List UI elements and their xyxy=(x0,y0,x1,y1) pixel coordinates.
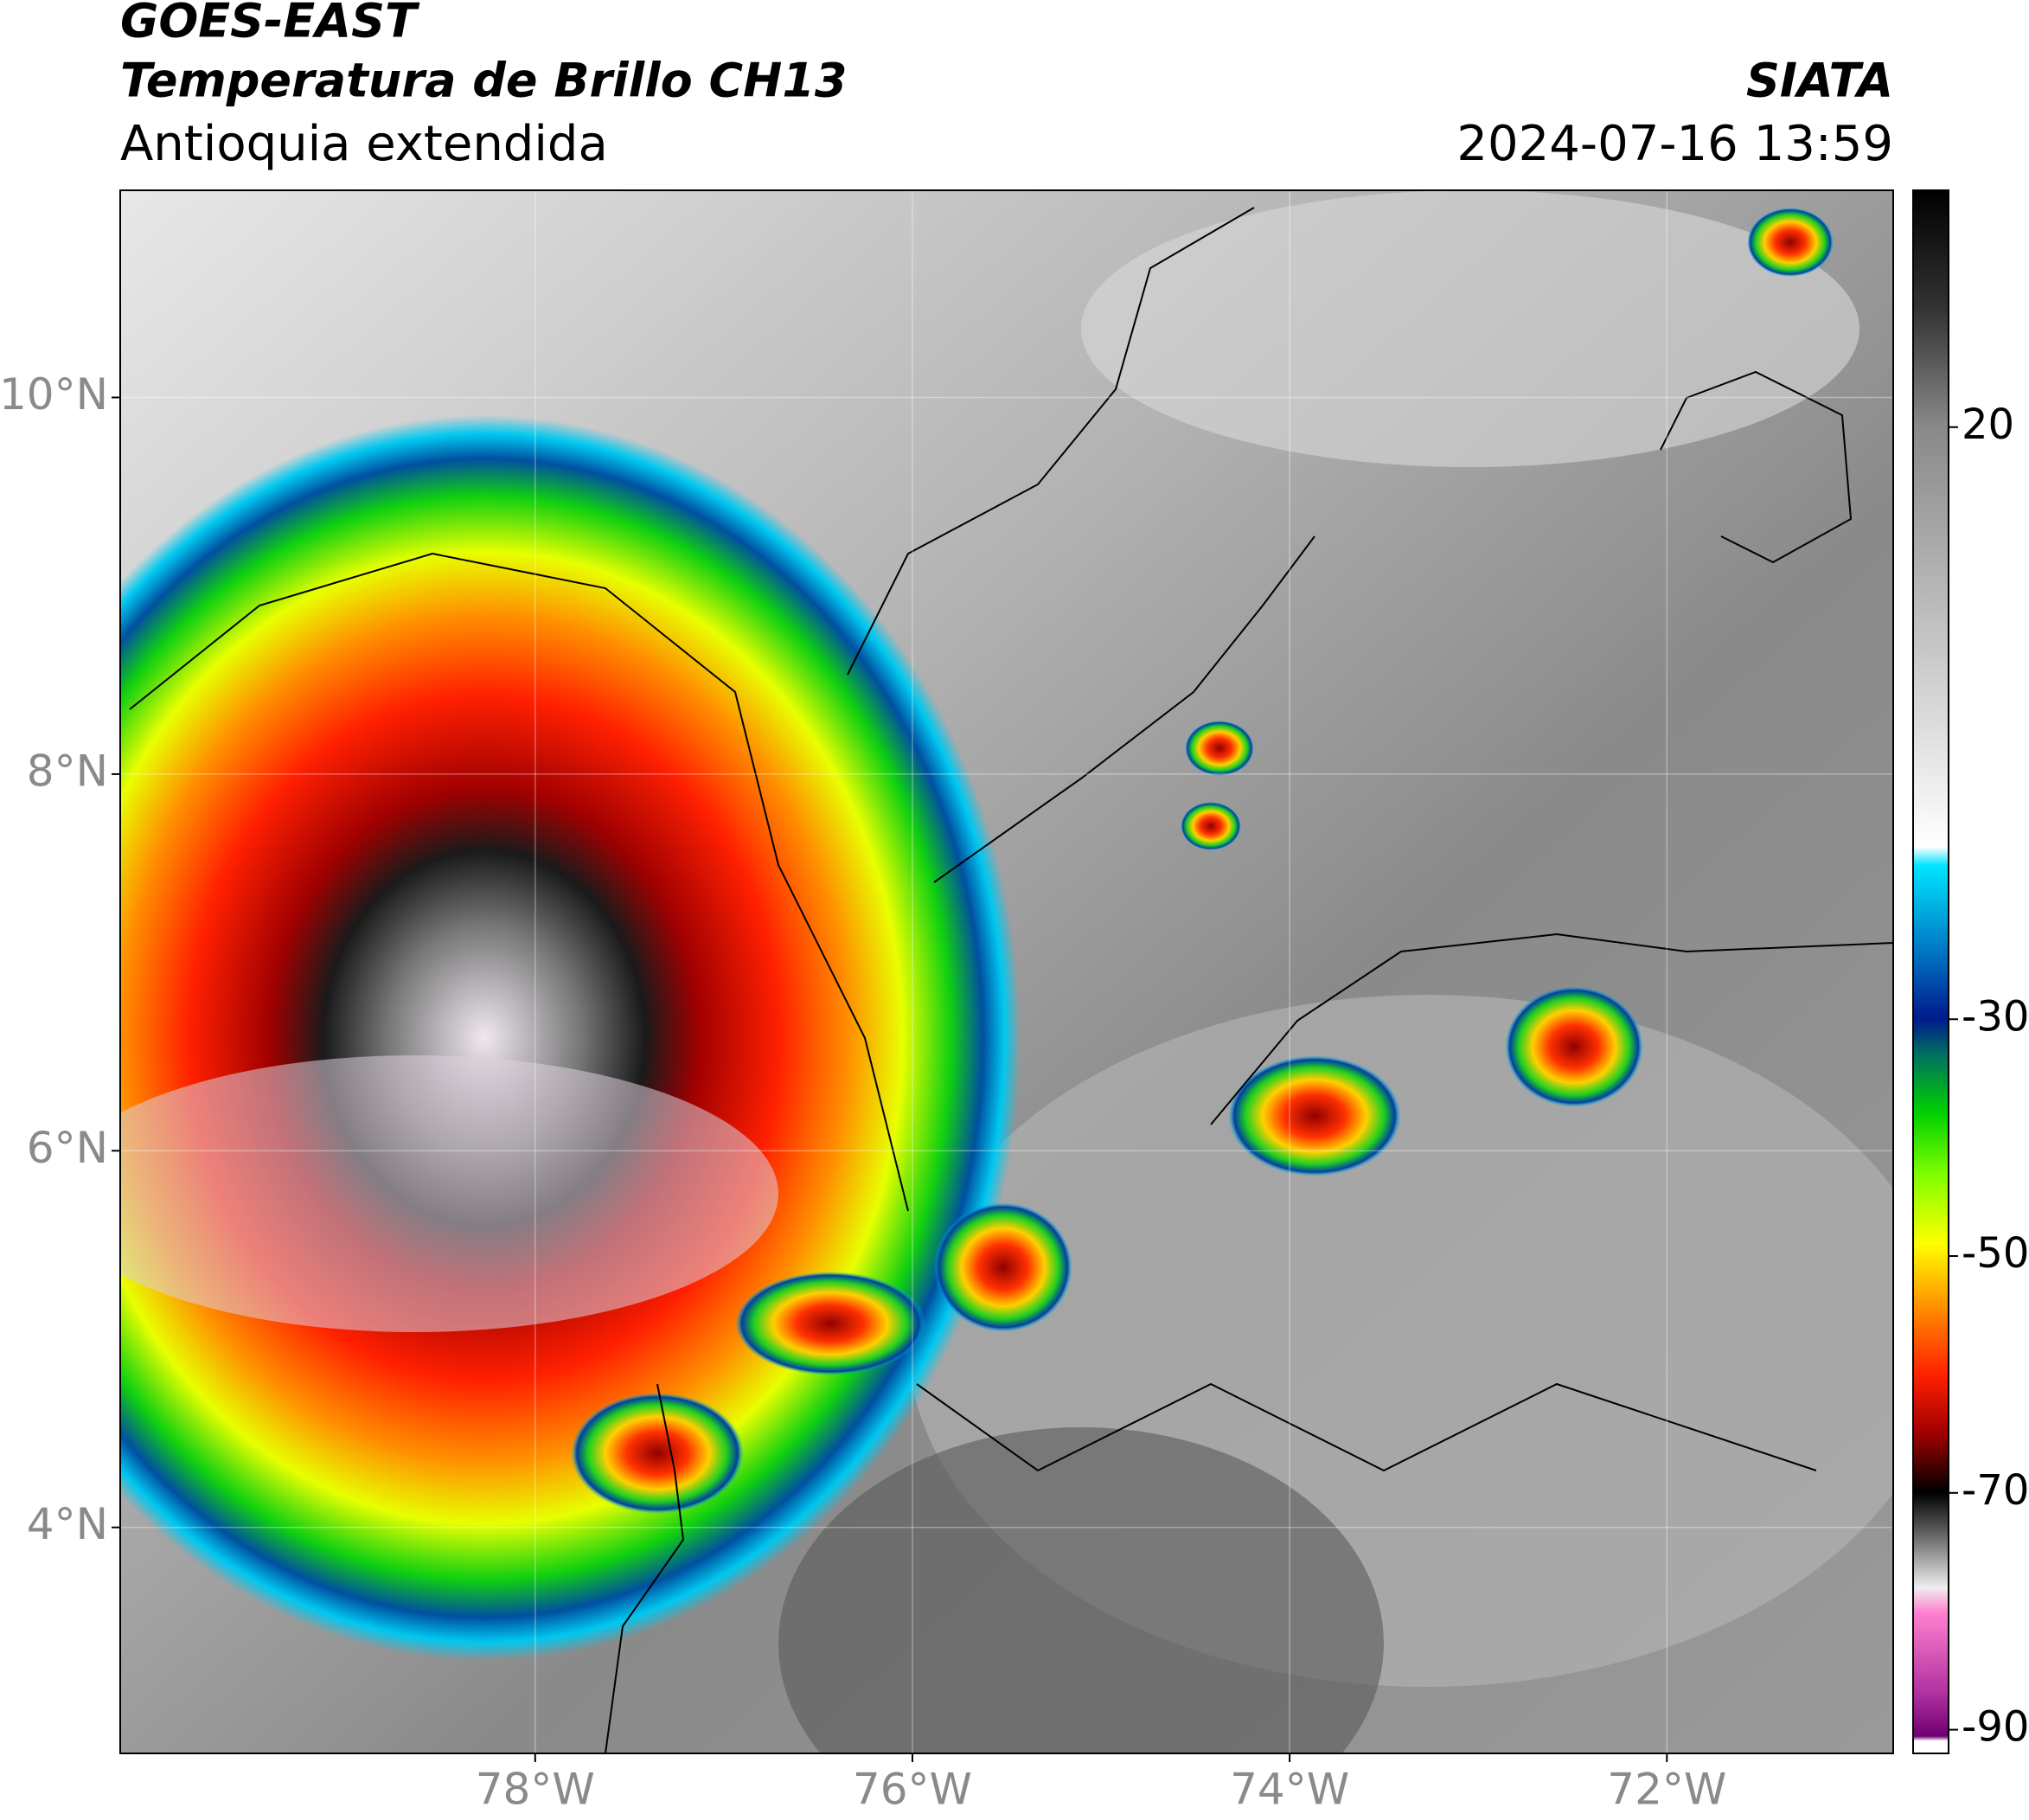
map-frame xyxy=(119,189,1894,1754)
grid xyxy=(120,190,1893,1753)
datetime-title: 2024-07-16 13:59 xyxy=(1456,116,1893,172)
colorbar-tick-label: 20 xyxy=(1962,401,2014,449)
lon-tick-label: 72°W xyxy=(1607,1765,1726,1815)
lon-tick-label: 76°W xyxy=(853,1765,972,1815)
lat-tick-label: 10°N xyxy=(0,369,108,420)
colorbar-tick-label: -50 xyxy=(1962,1229,2029,1278)
region-title: Antioquia extendida xyxy=(120,116,608,172)
satellite-title: GOES-EAST xyxy=(120,0,420,48)
colorbar-tick-label: -70 xyxy=(1962,1466,2029,1515)
source-title: SIATA xyxy=(1746,54,1893,108)
satellite-image xyxy=(120,190,1893,1753)
lat-tick-label: 6°N xyxy=(27,1123,108,1173)
lat-tick-label: 8°N xyxy=(27,746,108,796)
colorbar-tick-label: -30 xyxy=(1962,992,2029,1041)
colorbar-tick-label: -90 xyxy=(1962,1703,2029,1752)
lon-tick-label: 74°W xyxy=(1230,1765,1349,1815)
product-title: Temperatura de Brillo CH13 xyxy=(120,54,848,108)
colorbar xyxy=(1912,189,1949,1754)
lat-tick-label: 4°N xyxy=(27,1499,108,1549)
lon-tick-label: 78°W xyxy=(476,1765,595,1815)
